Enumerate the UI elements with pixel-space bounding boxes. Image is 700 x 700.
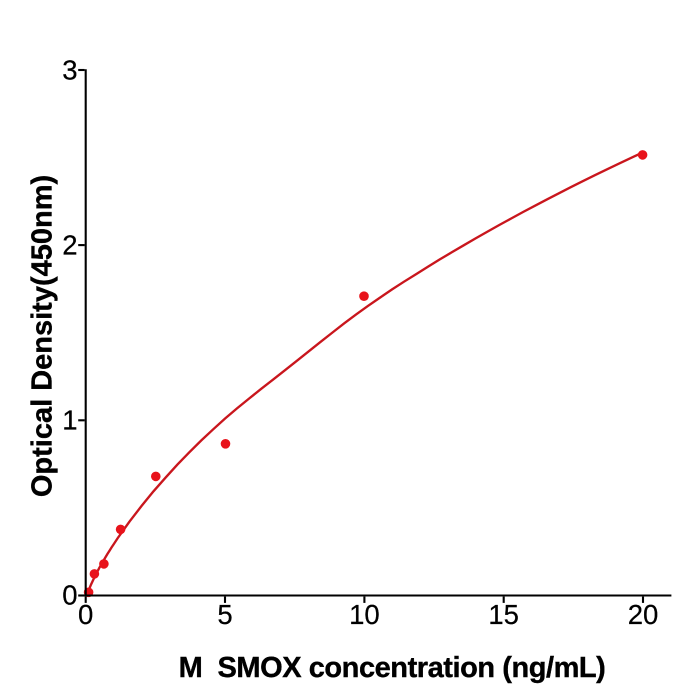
svg-text:0: 0 bbox=[62, 580, 77, 611]
svg-text:2: 2 bbox=[62, 230, 77, 261]
svg-text:3: 3 bbox=[62, 55, 77, 86]
svg-text:10: 10 bbox=[349, 599, 380, 630]
svg-text:1: 1 bbox=[62, 405, 77, 436]
svg-text:M SMOX concentration (ng/mL): M SMOX concentration (ng/mL) bbox=[179, 652, 606, 684]
svg-text:5: 5 bbox=[217, 599, 232, 630]
svg-text:15: 15 bbox=[488, 599, 519, 630]
svg-text:Optical Density(450nm): Optical Density(450nm) bbox=[27, 175, 59, 497]
svg-text:20: 20 bbox=[628, 599, 659, 630]
svg-text:0: 0 bbox=[78, 599, 93, 630]
